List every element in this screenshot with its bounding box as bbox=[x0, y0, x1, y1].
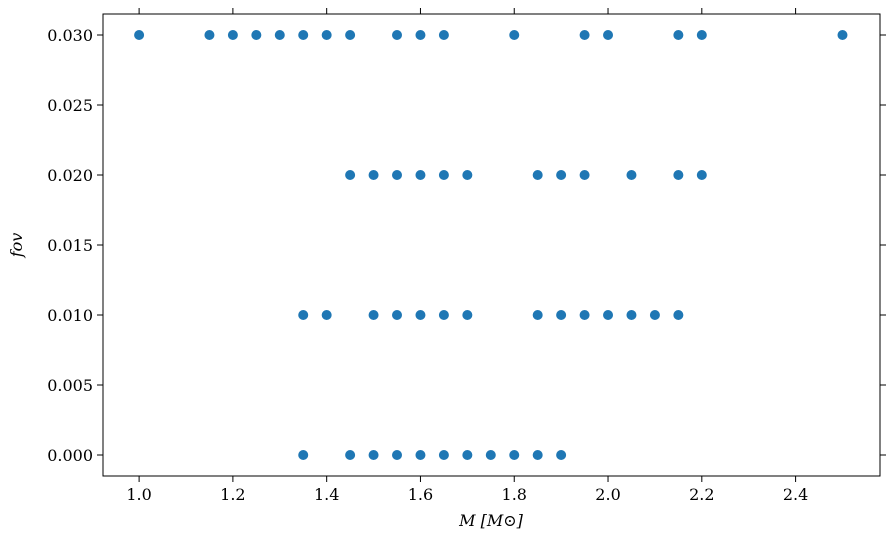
point bbox=[368, 170, 379, 180]
plot-frame bbox=[102, 13, 881, 477]
point bbox=[392, 310, 403, 320]
point bbox=[321, 30, 332, 40]
point bbox=[462, 310, 473, 320]
point bbox=[298, 30, 309, 40]
point bbox=[298, 310, 309, 320]
point bbox=[556, 450, 567, 460]
point bbox=[649, 310, 660, 320]
x-tick-label: 1.4 bbox=[314, 485, 339, 504]
point bbox=[579, 30, 590, 40]
y-tick-label: 0.020 bbox=[47, 166, 93, 185]
point bbox=[673, 30, 684, 40]
point bbox=[696, 170, 707, 180]
point bbox=[415, 310, 426, 320]
point bbox=[321, 310, 332, 320]
x-tick-label: 1.2 bbox=[220, 485, 245, 504]
point bbox=[392, 450, 403, 460]
point bbox=[673, 310, 684, 320]
point bbox=[673, 170, 684, 180]
point bbox=[345, 30, 356, 40]
point bbox=[626, 310, 637, 320]
point bbox=[556, 170, 567, 180]
point bbox=[368, 310, 379, 320]
x-tick-label: 2.2 bbox=[689, 485, 714, 504]
point bbox=[696, 30, 707, 40]
y-axis-label: fov bbox=[7, 233, 26, 259]
point bbox=[415, 170, 426, 180]
x-tick-label: 1.6 bbox=[408, 485, 433, 504]
point bbox=[556, 310, 567, 320]
point bbox=[274, 30, 285, 40]
point bbox=[532, 450, 543, 460]
point bbox=[134, 30, 145, 40]
y-tick-label: 0.015 bbox=[47, 236, 93, 255]
point bbox=[626, 170, 637, 180]
point bbox=[462, 170, 473, 180]
y-tick-label: 0.025 bbox=[47, 96, 93, 115]
point bbox=[251, 30, 262, 40]
point bbox=[227, 30, 238, 40]
point bbox=[204, 30, 215, 40]
point bbox=[579, 310, 590, 320]
x-axis-label: M [M⊙] bbox=[458, 511, 524, 530]
point bbox=[532, 170, 543, 180]
point bbox=[392, 170, 403, 180]
point bbox=[345, 170, 356, 180]
x-tick-label: 2.4 bbox=[783, 485, 808, 504]
point bbox=[438, 30, 449, 40]
y-tick-label: 0.005 bbox=[47, 376, 93, 395]
point bbox=[509, 30, 520, 40]
point bbox=[603, 30, 614, 40]
point bbox=[368, 450, 379, 460]
x-tick-label: 2.0 bbox=[595, 485, 620, 504]
point bbox=[415, 450, 426, 460]
point bbox=[462, 450, 473, 460]
point bbox=[485, 450, 496, 460]
point bbox=[438, 450, 449, 460]
point bbox=[298, 450, 309, 460]
point bbox=[532, 310, 543, 320]
point bbox=[509, 450, 520, 460]
point bbox=[438, 170, 449, 180]
point bbox=[438, 310, 449, 320]
point bbox=[415, 30, 426, 40]
x-tick-label: 1.8 bbox=[502, 485, 527, 504]
point bbox=[579, 170, 590, 180]
point bbox=[345, 450, 356, 460]
x-tick-label: 1.0 bbox=[126, 485, 151, 504]
y-tick-label: 0.030 bbox=[47, 26, 93, 45]
point bbox=[603, 310, 614, 320]
point bbox=[392, 30, 403, 40]
y-tick-label: 0.000 bbox=[47, 446, 93, 465]
y-tick-label: 0.010 bbox=[47, 306, 93, 325]
point bbox=[837, 30, 848, 40]
